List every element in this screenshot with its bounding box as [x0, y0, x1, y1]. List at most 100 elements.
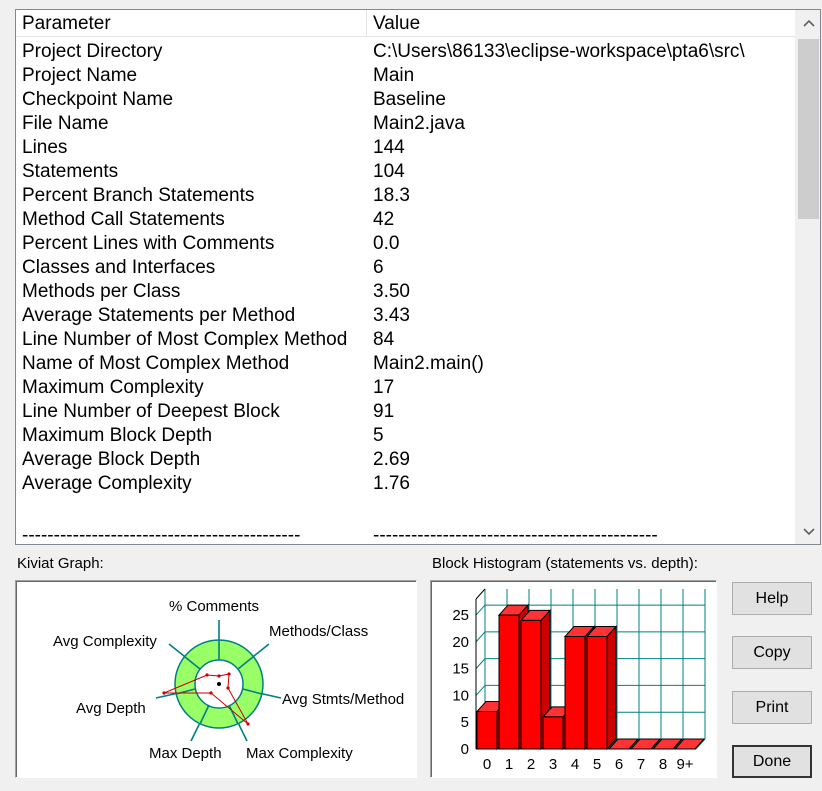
y-tick-label: 20: [452, 634, 469, 651]
separator-left: ----------------------------------------…: [22, 525, 301, 545]
grid-line: [629, 738, 640, 750]
bar-top: [673, 738, 706, 750]
value-cell: 84: [373, 329, 395, 350]
table-row[interactable]: Line Number of Deepest Block 91: [16, 400, 796, 424]
grid-line: [475, 658, 486, 669]
parameter-cell: Average Statements per Method: [22, 305, 296, 326]
x-tick-label: 6: [615, 756, 623, 773]
x-tick-label: 8: [659, 756, 667, 773]
parameter-cell: Methods per Class: [22, 281, 181, 302]
table-row[interactable]: Method Call Statements 42: [16, 208, 796, 232]
table-row[interactable]: Project Name Main: [16, 64, 796, 88]
bar-side: [606, 625, 617, 751]
scroll-up-button[interactable]: [796, 10, 820, 35]
grid-line: [475, 685, 486, 696]
x-tick-label: 3: [549, 756, 557, 773]
axis-label-max-complexity: Max Complexity: [246, 745, 353, 762]
table-row[interactable]: Average Statements per Method 3.43: [16, 304, 796, 328]
scroll-thumb[interactable]: [798, 39, 819, 219]
value-cell: 91: [373, 401, 395, 422]
grid-line: [607, 738, 618, 750]
parameter-cell: Checkpoint Name: [22, 89, 174, 110]
print-button[interactable]: Print: [732, 691, 812, 724]
grid-line: [673, 738, 684, 750]
parameter-cell: Method Call Statements: [22, 209, 225, 230]
y-tick-label: 10: [452, 687, 469, 704]
kiviat-plot-points: [162, 672, 250, 726]
histogram-title: Block Histogram (statements vs. depth):: [432, 555, 698, 572]
x-tick-label: 9+: [676, 756, 693, 773]
table-row[interactable]: Classes and Interfaces 6: [16, 256, 796, 280]
table-row[interactable]: Percent Lines with Comments 0.0: [16, 232, 796, 256]
value-cell: Main2.main(): [373, 353, 484, 374]
bar-top: [651, 738, 684, 750]
x-tick-label: 4: [571, 756, 579, 773]
table-row[interactable]: File Name Main2.java: [16, 112, 796, 136]
y-tick-label: 25: [452, 607, 469, 624]
parameter-cell: Average Complexity: [22, 473, 192, 494]
table-row[interactable]: Maximum Complexity 17: [16, 376, 796, 400]
value-cell: 2.69: [373, 449, 410, 470]
parameter-cell: Maximum Complexity: [22, 377, 204, 398]
axis-label-max-depth: Max Depth: [149, 745, 222, 762]
parameter-cell: Average Block Depth: [22, 449, 201, 470]
table-row[interactable]: Line Number of Most Complex Method 84: [16, 328, 796, 352]
table-row[interactable]: Average Block Depth 2.69: [16, 448, 796, 472]
table-row[interactable]: Project Directory C:\Users\86133\eclipse-…: [16, 40, 796, 64]
table-row[interactable]: Percent Branch Statements 18.3: [16, 184, 796, 208]
bar: [498, 614, 520, 750]
axis-label-avg-stmts: Avg Stmts/Method: [282, 691, 405, 708]
bar: [564, 636, 586, 750]
copy-button[interactable]: Copy: [732, 636, 812, 669]
metrics-table[interactable]: Parameter Value Project Directory C:\User…: [15, 9, 821, 545]
table-row[interactable]: Name of Most Complex Method Main2.main(): [16, 352, 796, 376]
value-cell: 42: [373, 209, 395, 230]
bar-top: [607, 738, 640, 750]
y-tick-label: 5: [461, 714, 469, 731]
value-cell: 144: [373, 137, 405, 158]
x-tick-label: 2: [527, 756, 535, 773]
value-cell: 3.43: [373, 305, 410, 326]
table-row[interactable]: Average Complexity 1.76: [16, 472, 796, 496]
grid-line: [651, 738, 662, 750]
parameter-cell: Line Number of Deepest Block: [22, 401, 280, 422]
table-row[interactable]: Lines 144: [16, 136, 796, 160]
grid-line: [475, 631, 486, 643]
parameter-cell: Line Number of Most Complex Method: [22, 329, 348, 350]
grid-line: [695, 738, 706, 750]
x-tick-label: 1: [505, 756, 513, 773]
axis-label-comments: % Comments: [169, 598, 260, 615]
column-header-parameter[interactable]: Parameter: [16, 10, 367, 37]
bar: [586, 636, 608, 750]
table-row[interactable]: Methods per Class 3.50: [16, 280, 796, 304]
table-row[interactable]: Checkpoint Name Baseline: [16, 88, 796, 112]
help-button[interactable]: Help: [732, 582, 812, 615]
scroll-down-button[interactable]: [796, 519, 820, 544]
column-header-value[interactable]: Value: [373, 13, 421, 34]
table-row[interactable]: Statements 104: [16, 160, 796, 184]
table-header: Parameter Value: [16, 10, 796, 37]
grid-line: [475, 604, 486, 616]
parameter-cell: Project Name: [22, 65, 138, 86]
axis-label-methods-class: Methods/Class: [269, 623, 369, 640]
parameter-cell: Maximum Block Depth: [22, 425, 213, 446]
parameter-cell: Lines: [22, 137, 68, 158]
value-cell: 18.3: [373, 185, 410, 206]
parameter-cell: Percent Lines with Comments: [22, 233, 275, 254]
done-button[interactable]: Done: [732, 745, 812, 778]
value-cell: 3.50: [373, 281, 410, 302]
x-tick-label: 5: [593, 756, 601, 773]
histogram-panel: 0 5 10 15 20 25 0 1 2 3 4 5 6 7 8 9+: [430, 580, 717, 778]
table-row[interactable]: Maximum Block Depth 5: [16, 424, 796, 448]
chevron-up-icon: [802, 19, 815, 27]
x-tick-label: 0: [483, 756, 491, 773]
value-cell: Baseline: [373, 89, 446, 110]
value-cell: 1.76: [373, 473, 410, 494]
parameter-cell: Statements: [22, 161, 119, 182]
bar: [476, 711, 498, 750]
y-tick-label: 0: [461, 741, 469, 758]
separator-right: ----------------------------------------…: [373, 525, 658, 545]
value-cell: C:\Users\86133\eclipse-workspace\pta6\sr…: [373, 41, 745, 62]
vertical-scrollbar[interactable]: [795, 10, 820, 544]
